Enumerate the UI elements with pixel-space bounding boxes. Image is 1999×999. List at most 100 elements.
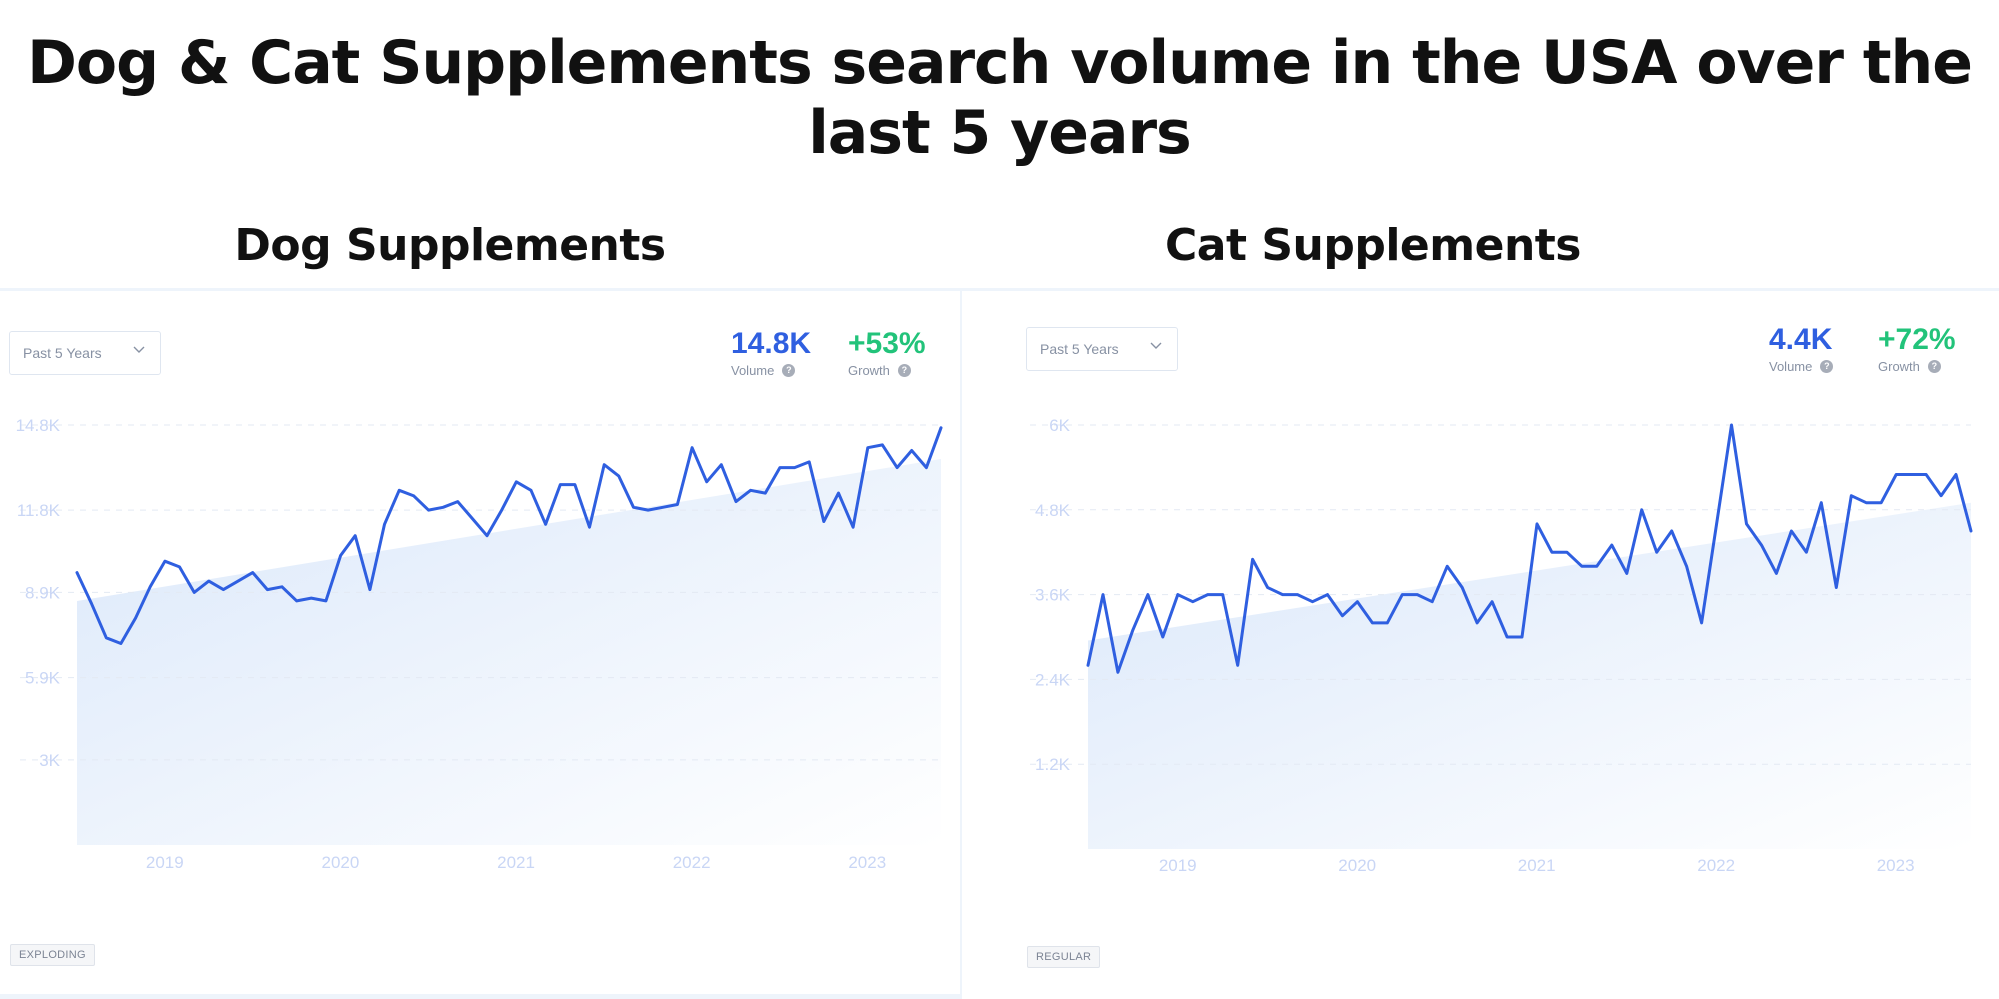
data-point (1266, 586, 1269, 589)
data-point (1700, 621, 1703, 625)
help-icon[interactable]: ? (1927, 360, 1941, 373)
x-tick-label: 2019 (1159, 856, 1197, 875)
growth-label: Growth (1878, 359, 1920, 374)
help-icon[interactable]: ? (1820, 360, 1834, 373)
y-tick-label: 4.8K (1035, 501, 1071, 520)
data-point (1475, 621, 1479, 625)
data-point (1191, 600, 1195, 603)
data-point (1206, 593, 1209, 596)
data-point (310, 596, 313, 600)
dropdown-label: Past 5 Years (23, 345, 102, 361)
data-point (90, 602, 93, 605)
time-range-dropdown[interactable]: Past 5 Years (1026, 327, 1178, 371)
data-point (690, 446, 694, 449)
data-point (412, 494, 415, 498)
data-point (266, 588, 269, 591)
y-tick-label: 6K (1049, 416, 1070, 435)
data-point (1251, 558, 1254, 561)
data-point (734, 500, 738, 503)
data-point (529, 489, 533, 492)
data-point (764, 491, 767, 495)
data-point (1580, 565, 1584, 568)
data-point (1865, 501, 1868, 504)
x-tick-label: 2020 (322, 853, 360, 872)
data-point (573, 483, 577, 486)
data-point (1670, 529, 1673, 533)
data-point (471, 517, 474, 520)
data-point (661, 506, 664, 509)
data-point (398, 489, 401, 492)
volume-label: Volume (731, 363, 775, 378)
data-point (149, 585, 152, 588)
data-point (837, 491, 840, 495)
data-point (822, 520, 825, 523)
x-tick-label: 2021 (1518, 856, 1556, 875)
data-point (544, 523, 547, 526)
data-point (925, 466, 928, 469)
data-point (163, 560, 167, 563)
x-tick-label: 2020 (1338, 856, 1376, 875)
data-point (1326, 593, 1329, 596)
data-point (485, 534, 489, 537)
data-point (881, 443, 884, 447)
x-tick-label: 2019 (146, 853, 184, 872)
data-point (1086, 664, 1090, 667)
status-badge: EXPLODING (10, 944, 95, 966)
data-point (646, 508, 650, 512)
data-point (1131, 628, 1135, 632)
volume-value: 4.4K (1769, 323, 1833, 356)
data-point (368, 588, 372, 591)
data-point (1775, 572, 1778, 575)
data-point (236, 579, 240, 583)
help-icon[interactable]: ? (782, 364, 796, 377)
x-tick-label: 2022 (673, 853, 711, 872)
data-point (1296, 593, 1299, 596)
data-point (866, 446, 869, 449)
x-tick-label: 2023 (1877, 856, 1915, 875)
help-icon[interactable]: ? (897, 364, 911, 377)
data-point (1565, 551, 1569, 554)
data-point (1520, 635, 1524, 639)
dropdown-label: Past 5 Years (1040, 341, 1119, 357)
y-tick-label: 3K (39, 751, 60, 770)
data-point (910, 449, 913, 452)
data-point (939, 426, 943, 429)
data-point (1281, 593, 1284, 596)
data-point (720, 463, 723, 466)
data-point (705, 480, 708, 483)
page-title: Dog & Cat Supplements search volume in t… (27, 28, 1973, 168)
data-point (1924, 473, 1928, 476)
data-point (617, 474, 620, 478)
data-point (1895, 473, 1898, 476)
data-point (851, 526, 855, 529)
data-point (1939, 494, 1943, 497)
data-point (383, 523, 386, 526)
panel-title-dog: Dog Supplements (234, 220, 666, 271)
data-point (1356, 600, 1359, 603)
data-point (1101, 593, 1105, 596)
time-range-dropdown[interactable]: Past 5 Years (9, 331, 161, 375)
growth-stat: +72% Growth? (1878, 323, 1956, 374)
data-point (1715, 522, 1718, 526)
x-tick-label: 2022 (1697, 856, 1735, 875)
volume-label: Volume (1769, 359, 1813, 374)
chevron-down-icon (133, 346, 145, 353)
data-point (1446, 565, 1449, 568)
panel-title-cat: Cat Supplements (1165, 220, 1582, 271)
data-point (895, 466, 899, 469)
series-line (1086, 423, 1973, 674)
data-point (1431, 600, 1434, 603)
volume-value: 14.8K (731, 327, 812, 360)
data-point (1311, 600, 1314, 603)
data-point (1236, 664, 1239, 667)
series-line (75, 426, 943, 645)
data-point (1640, 508, 1643, 511)
data-point (1969, 529, 1973, 533)
data-point (456, 500, 459, 503)
data-point (119, 642, 123, 645)
data-point (1161, 635, 1165, 639)
data-point (1535, 522, 1539, 526)
data-point (1386, 621, 1389, 625)
data-point (1820, 501, 1823, 504)
data-point (603, 463, 606, 466)
